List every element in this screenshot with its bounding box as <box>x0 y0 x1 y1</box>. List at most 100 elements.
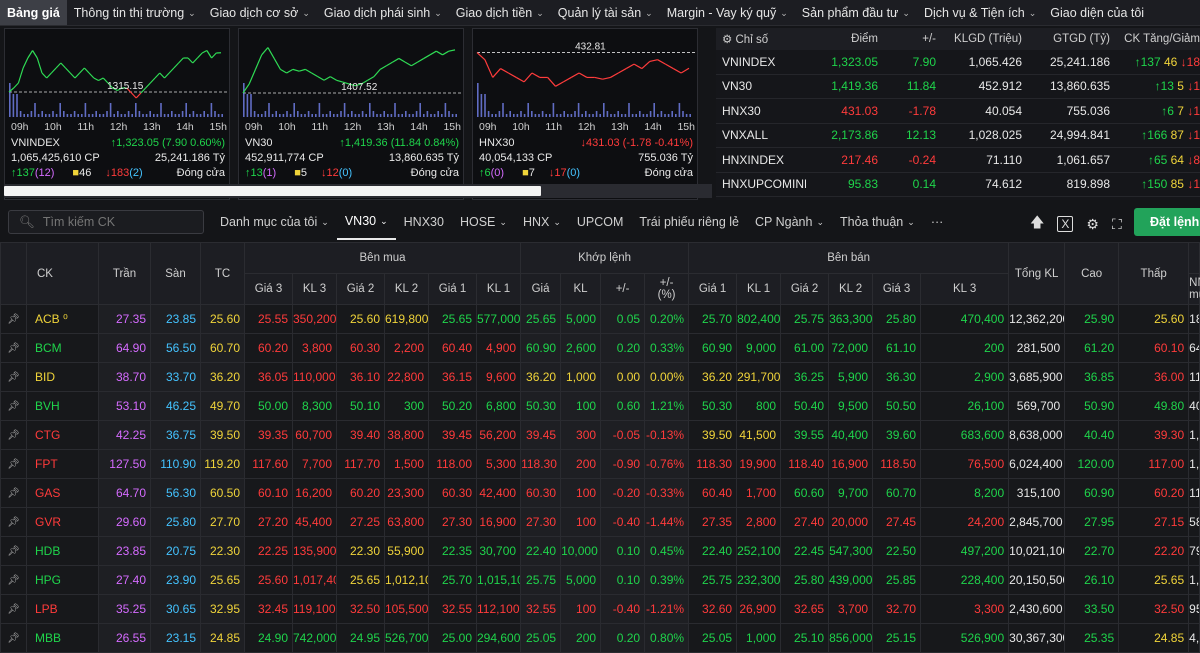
board-tab-3[interactable]: HOSE⌄ <box>452 204 515 240</box>
pin-icon[interactable]: 📌︎ <box>1 363 27 392</box>
bid-volume: 16,900 <box>477 508 521 537</box>
pin-icon[interactable]: 📌︎ <box>1 508 27 537</box>
nav-item-3[interactable]: Giao dịch phái sinh⌄ <box>317 0 449 26</box>
match-change-pct: 0.20% <box>645 305 689 334</box>
pin-icon[interactable]: 📌︎ <box>1 450 27 479</box>
index-row[interactable]: HNXUPCOMINDEX95.830.1474.612819.898↑150 … <box>716 173 1200 198</box>
pin-icon[interactable]: 📌︎ <box>1 305 27 334</box>
nav-item-4[interactable]: Giao dịch tiền⌄ <box>449 0 551 26</box>
index-row-change: -0.24 <box>878 153 936 167</box>
low-price: 25.60 <box>1119 305 1189 334</box>
charts-scrollbar[interactable] <box>4 184 712 198</box>
mini-chart-plot: 1315.15 <box>5 29 231 121</box>
excel-icon[interactable]: X <box>1057 216 1073 232</box>
nav-item-8[interactable]: Dịch vụ & Tiện ích⌄ <box>917 0 1043 26</box>
volume-bar <box>689 114 691 117</box>
board-tab-4[interactable]: HNX⌄ <box>515 204 569 240</box>
volume-bar <box>326 114 328 117</box>
pin-icon[interactable]: 📌︎ <box>1 479 27 508</box>
sub-header: Giá 2 <box>781 274 829 305</box>
chevron-down-icon: ⌄ <box>499 204 507 240</box>
pin-icon[interactable]: 📌︎ <box>1 624 27 653</box>
scrollbar-thumb[interactable] <box>4 186 541 196</box>
match-change: -0.40 <box>601 595 645 624</box>
volume-bar <box>268 103 270 117</box>
pin-icon[interactable]: 📌︎ <box>1 566 27 595</box>
index-row-change: 7.90 <box>878 55 936 69</box>
board-tab-6[interactable]: Trái phiếu riêng lẻ <box>631 204 747 240</box>
sub-header: KL <box>561 274 601 305</box>
place-order-button[interactable]: Đặt lệnh <box>1134 208 1200 236</box>
volume-bar <box>243 83 245 117</box>
volume-bar <box>549 114 551 117</box>
pin-icon[interactable]: 📌︎ <box>1 537 27 566</box>
pin-icon[interactable]: 📌︎ <box>1 392 27 421</box>
low-price: 60.20 <box>1119 479 1189 508</box>
hour-tick: 10h <box>512 121 530 133</box>
board-tab-1[interactable]: VN30⌄ <box>337 204 396 240</box>
board-tab-8[interactable]: Thỏa thuận⌄ <box>832 204 923 240</box>
nav-item-1[interactable]: Thông tin thị trường⌄ <box>67 0 203 26</box>
table-row[interactable]: 📌︎HPG27.4023.9025.6525.601,017,40025.651… <box>1 566 1200 595</box>
foreign-buy: 1,187,500 <box>1189 421 1200 450</box>
board-tab-9[interactable]: ··· <box>923 204 952 240</box>
match-volume: 1,000 <box>561 363 601 392</box>
pin-icon[interactable]: 📌︎ <box>1 334 27 363</box>
nav-item-9[interactable]: Giao diện của tôi <box>1043 0 1151 26</box>
bid-volume: 16,200 <box>293 479 337 508</box>
price-segment <box>146 83 151 88</box>
price-segment <box>262 48 268 55</box>
fullscreen-icon[interactable]: ⛶ <box>1112 216 1122 233</box>
price-segment <box>524 73 532 82</box>
volume-bar <box>38 114 40 117</box>
foreign-buy: 796,197 <box>1189 537 1200 566</box>
nav-item-5[interactable]: Quản lý tài sản⌄ <box>551 0 660 26</box>
nav-item-2[interactable]: Giao dịch cơ sở⌄ <box>203 0 317 26</box>
bid-volume: 55,900 <box>385 537 429 566</box>
volume-bar <box>139 111 141 117</box>
index-value: 13,860.635 Tỷ <box>389 152 459 164</box>
nav-item-7[interactable]: Sản phẩm đầu tư⌄ <box>795 0 917 26</box>
pin-icon[interactable]: 📌︎ <box>1 421 27 450</box>
upload-icon[interactable]: 🡅 <box>1030 212 1044 236</box>
index-row-dec: ↓1 <box>1187 104 1200 118</box>
pin-icon[interactable]: 📌︎ <box>1 595 27 624</box>
header-high: Cao <box>1065 243 1119 305</box>
nav-item-0[interactable]: Bảng giá <box>0 0 67 26</box>
volume-bar <box>625 114 627 117</box>
search-input[interactable] <box>43 215 193 229</box>
board-tab-7[interactable]: CP Ngành⌄ <box>747 204 832 240</box>
board-tab-0[interactable]: Danh mục của tôi⌄ <box>212 204 337 240</box>
nav-item-6[interactable]: Margin - Vay ký quỹ⌄ <box>660 0 795 26</box>
hour-tick: 12h <box>578 121 596 133</box>
chevron-down-icon: ⌄ <box>302 0 310 26</box>
volume-bar <box>520 111 522 117</box>
ask-volume: 200 <box>921 334 1009 363</box>
hour-tick: 13h <box>143 121 161 133</box>
volume-bar <box>207 114 209 117</box>
gear-icon[interactable]: ⚙ <box>1086 216 1099 233</box>
nav-item-label: Bảng giá <box>7 0 60 26</box>
search-box[interactable]: 🔍︎ <box>8 210 204 234</box>
board-tab-5[interactable]: UPCOM <box>569 204 632 240</box>
board-tab-2[interactable]: HNX30 <box>396 204 452 240</box>
